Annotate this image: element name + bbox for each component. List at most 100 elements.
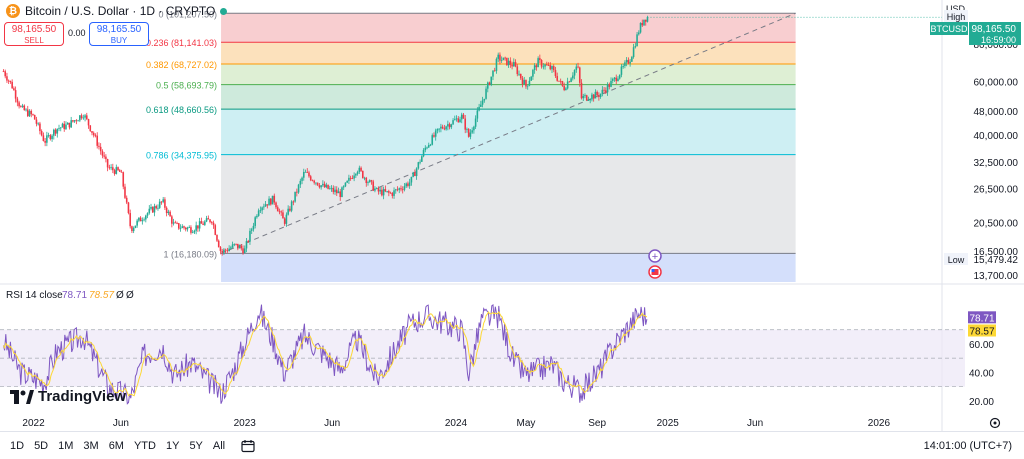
candle-body: [450, 124, 453, 128]
candle-body: [146, 213, 149, 216]
candle-body: [452, 120, 454, 125]
tradingview-logo[interactable]: TradingView: [10, 388, 126, 405]
candle-body: [434, 130, 437, 137]
trend-line[interactable]: [220, 12, 796, 254]
trend-line-segment[interactable]: [220, 12, 796, 254]
candle-body: [49, 135, 52, 140]
candle-body: [72, 120, 74, 122]
candle-body: [108, 167, 111, 169]
price-axis-tick: 16,500.00: [974, 247, 1019, 258]
rsi-value-tag: 78.71: [968, 311, 996, 324]
candle-body: [339, 191, 342, 197]
candle-body: [440, 126, 442, 129]
candle-body: [237, 243, 239, 249]
candle-body: [535, 65, 538, 68]
candle-body: [285, 214, 288, 224]
candle-body: [421, 156, 423, 162]
candle-body: [396, 189, 399, 191]
candle-body: [427, 145, 430, 148]
svg-text:78.57: 78.57: [969, 327, 994, 338]
candle-body: [65, 124, 67, 130]
candle-body: [223, 249, 225, 253]
candle-body: [306, 171, 309, 173]
candle-body: [289, 208, 291, 211]
candle-body: [540, 60, 543, 67]
rsi-band-fill: [0, 329, 965, 387]
timeframe-button-1d[interactable]: 1D: [10, 439, 25, 452]
candle-body: [457, 118, 460, 123]
clock-readout[interactable]: 14:01:00 (UTC+7): [923, 440, 1012, 452]
event-markers[interactable]: +: [648, 249, 662, 279]
sell-label: SELL: [24, 36, 44, 45]
rsi-axis-tick: 40.00: [969, 368, 994, 379]
candle-body: [51, 135, 53, 140]
timeframe-button-5d[interactable]: 5D: [34, 439, 49, 452]
candle-body: [118, 170, 121, 172]
candle-body: [596, 91, 598, 96]
candle-body: [150, 206, 152, 209]
candle-body: [89, 125, 92, 132]
candle-body: [322, 183, 324, 186]
candle-body: [320, 185, 322, 188]
candle-body: [228, 248, 230, 252]
buy-button[interactable]: 98,165.50 BUY: [89, 22, 149, 46]
candle-body: [638, 32, 640, 35]
candle-body: [73, 120, 76, 122]
candle-body: [53, 129, 55, 136]
candle-body: [184, 227, 187, 230]
timeframe-button-all[interactable]: All: [212, 439, 226, 452]
candle-body: [601, 89, 604, 94]
fib-zone: [221, 63, 796, 85]
candle-body: [620, 66, 623, 75]
candle-body: [545, 64, 548, 66]
candle-body: [410, 176, 413, 183]
candle-body: [47, 135, 50, 137]
timeframe-button-5y[interactable]: 5Y: [189, 439, 203, 452]
candle-body: [367, 182, 369, 184]
candle-body: [4, 71, 7, 77]
candle-body: [318, 185, 321, 188]
timeframe-button-3m[interactable]: 3M: [83, 439, 99, 452]
rsi-legend[interactable]: RSI 14 close 78.71 78.57 Ø Ø: [6, 290, 134, 301]
candle-body: [197, 225, 199, 229]
calendar-icon[interactable]: [241, 439, 255, 453]
candle-body: [172, 222, 175, 224]
timeframe-button-ytd[interactable]: YTD: [133, 439, 156, 452]
candle-body: [257, 210, 260, 216]
timeframe-button-1y[interactable]: 1Y: [165, 439, 180, 452]
rsi-ma-value: 78.57: [89, 290, 114, 301]
candle-body: [231, 244, 234, 248]
candle-body: [606, 84, 609, 93]
candle-body: [460, 114, 463, 120]
fib-level-label: 0.618 (48,660.56): [146, 105, 217, 115]
symbol-title: Bitcoin / U.S. Dollar · 1D · CRYPTO: [25, 4, 216, 18]
candle-body: [177, 223, 180, 229]
candle-body: [18, 102, 20, 107]
rsi-extra-value: Ø: [126, 290, 134, 301]
candle-body: [480, 104, 482, 107]
add-event-icon[interactable]: +: [648, 249, 662, 263]
candle-body: [25, 109, 27, 111]
symbol-title-bar[interactable]: ₿ Bitcoin / U.S. Dollar · 1D · CRYPTO: [6, 3, 228, 19]
candle-body: [195, 225, 197, 231]
sell-button[interactable]: 98,165.50 SELL: [4, 22, 64, 46]
candle-body: [643, 19, 645, 26]
us-flag-economic-event-icon[interactable]: [648, 265, 662, 279]
candle-body: [145, 215, 147, 220]
candle-body: [134, 225, 137, 228]
timeframe-button-6m[interactable]: 6M: [108, 439, 124, 452]
candle-body: [216, 234, 218, 241]
rsi-title: RSI 14 close: [6, 290, 63, 301]
timeframe-button-1m[interactable]: 1M: [58, 439, 74, 452]
fibonacci-retracement[interactable]: 0 (101,207.50) 0.236 (81,141.03) 0.382 (68…: [146, 9, 796, 282]
candle-body: [636, 34, 638, 47]
candle-body: [438, 128, 440, 130]
candle-body: [327, 184, 329, 189]
candle-body: [646, 17, 649, 22]
candle-body: [304, 171, 307, 173]
settings-gear-icon[interactable]: [989, 417, 1001, 429]
candle-body: [618, 74, 621, 79]
candle-body: [441, 126, 444, 129]
